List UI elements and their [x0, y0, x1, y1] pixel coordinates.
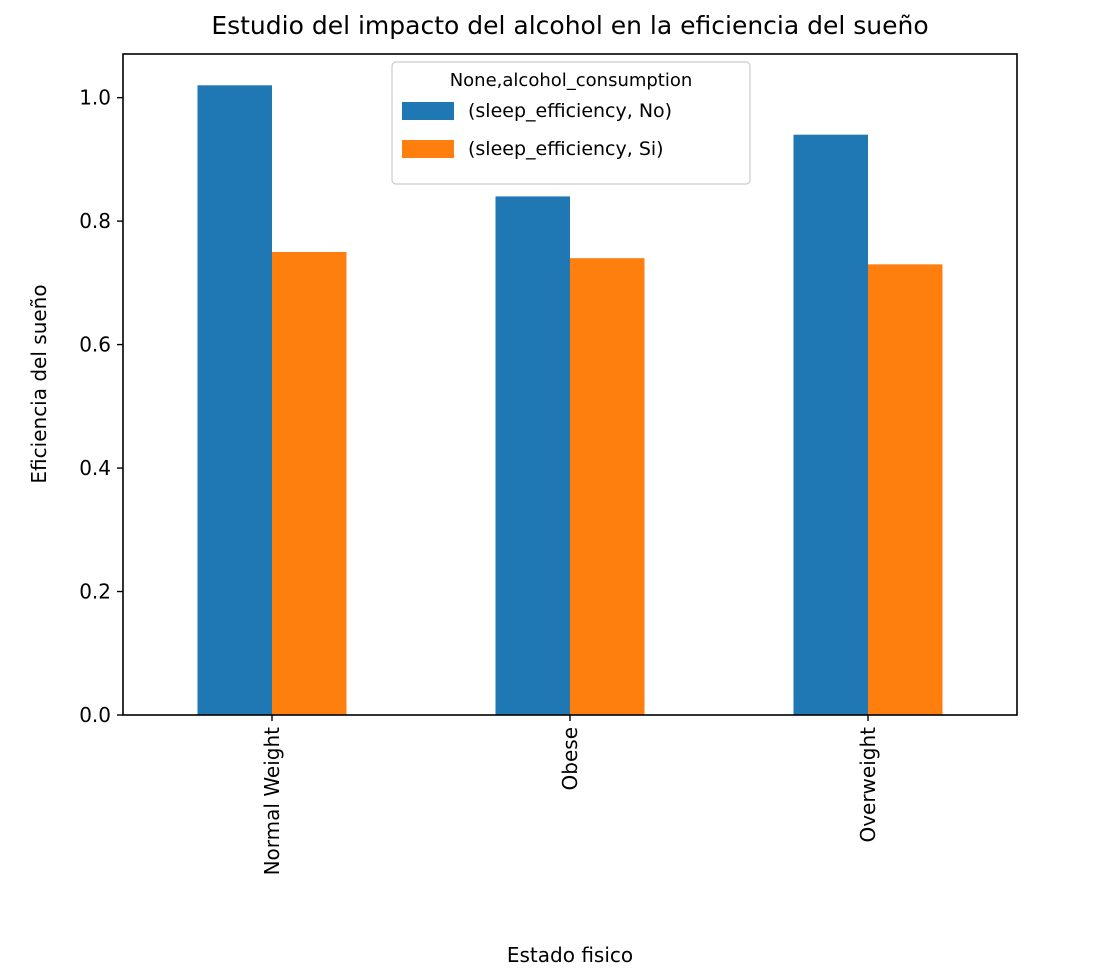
y-tick-label: 0.6	[79, 333, 111, 357]
legend-swatch	[402, 102, 454, 120]
legend-entries: (sleep_efficiency, No) (sleep_efficiency,…	[402, 100, 672, 160]
bar-obese-series-1	[570, 258, 645, 715]
legend: None,alcohol_consumption (sleep_efficien…	[391, 61, 751, 185]
bars-group	[197, 85, 943, 716]
y-tick-label: 1.0	[79, 86, 111, 110]
y-tick-label: 0.4	[79, 456, 111, 480]
bar-normal-weight-series-0	[197, 85, 272, 715]
x-tick-label: Overweight	[856, 727, 880, 843]
y-axis-label: Eficiencia del sueño	[27, 284, 51, 483]
bar-normal-weight-series-1	[272, 251, 347, 715]
y-tick-label: 0.2	[79, 580, 111, 604]
legend-label: (sleep_efficiency, No)	[468, 100, 672, 122]
bar-obese-series-0	[495, 196, 570, 716]
y-axis-ticks: 0.0 0.2 0.4 0.6 0.8 1.0	[79, 86, 123, 727]
legend-frame	[391, 61, 751, 185]
y-tick-label: 0.8	[79, 209, 111, 233]
x-tick-label: Normal Weight	[260, 727, 284, 876]
bar-overweight-series-1	[868, 264, 943, 715]
x-axis-label: Estado fisico	[507, 943, 633, 967]
legend-title: None,alcohol_consumption	[450, 70, 693, 91]
x-tick-label: Obese	[558, 727, 582, 790]
legend-label: (sleep_efficiency, Si)	[468, 138, 664, 160]
y-tick-label: 0.0	[79, 703, 111, 727]
chart-title: Estudio del impacto del alcohol en la ef…	[211, 11, 928, 40]
x-axis-ticks: Normal Weight Obese Overweight	[260, 715, 880, 875]
bar-overweight-series-0	[793, 134, 868, 715]
legend-swatch	[402, 140, 454, 158]
